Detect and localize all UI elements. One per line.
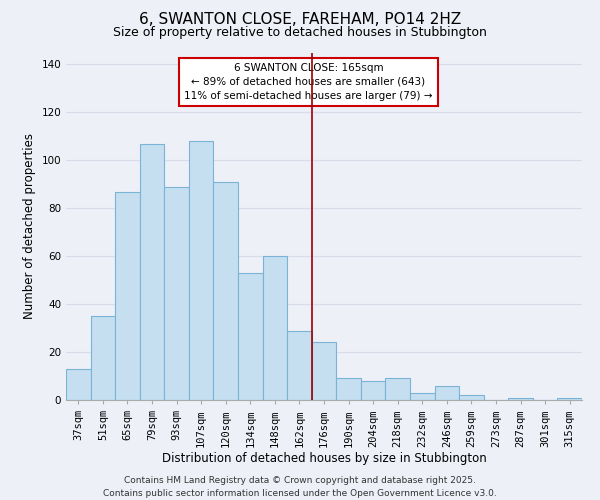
Bar bbox=[312, 342, 336, 400]
Text: 6 SWANTON CLOSE: 165sqm
← 89% of detached houses are smaller (643)
11% of semi-d: 6 SWANTON CLOSE: 165sqm ← 89% of detache… bbox=[184, 63, 433, 101]
Text: 6, SWANTON CLOSE, FAREHAM, PO14 2HZ: 6, SWANTON CLOSE, FAREHAM, PO14 2HZ bbox=[139, 12, 461, 28]
Bar bbox=[287, 330, 312, 400]
Text: Contains HM Land Registry data © Crown copyright and database right 2025.
Contai: Contains HM Land Registry data © Crown c… bbox=[103, 476, 497, 498]
Bar bbox=[361, 381, 385, 400]
X-axis label: Distribution of detached houses by size in Stubbington: Distribution of detached houses by size … bbox=[161, 452, 487, 465]
Bar bbox=[434, 386, 459, 400]
Bar bbox=[336, 378, 361, 400]
Bar bbox=[91, 316, 115, 400]
Bar bbox=[410, 393, 434, 400]
Bar bbox=[508, 398, 533, 400]
Bar bbox=[115, 192, 140, 400]
Bar bbox=[385, 378, 410, 400]
Bar bbox=[214, 182, 238, 400]
Bar bbox=[140, 144, 164, 400]
Bar bbox=[189, 141, 214, 400]
Bar bbox=[263, 256, 287, 400]
Bar bbox=[238, 273, 263, 400]
Y-axis label: Number of detached properties: Number of detached properties bbox=[23, 133, 36, 320]
Text: Size of property relative to detached houses in Stubbington: Size of property relative to detached ho… bbox=[113, 26, 487, 39]
Bar bbox=[164, 186, 189, 400]
Bar bbox=[459, 395, 484, 400]
Bar bbox=[557, 398, 582, 400]
Bar bbox=[66, 369, 91, 400]
